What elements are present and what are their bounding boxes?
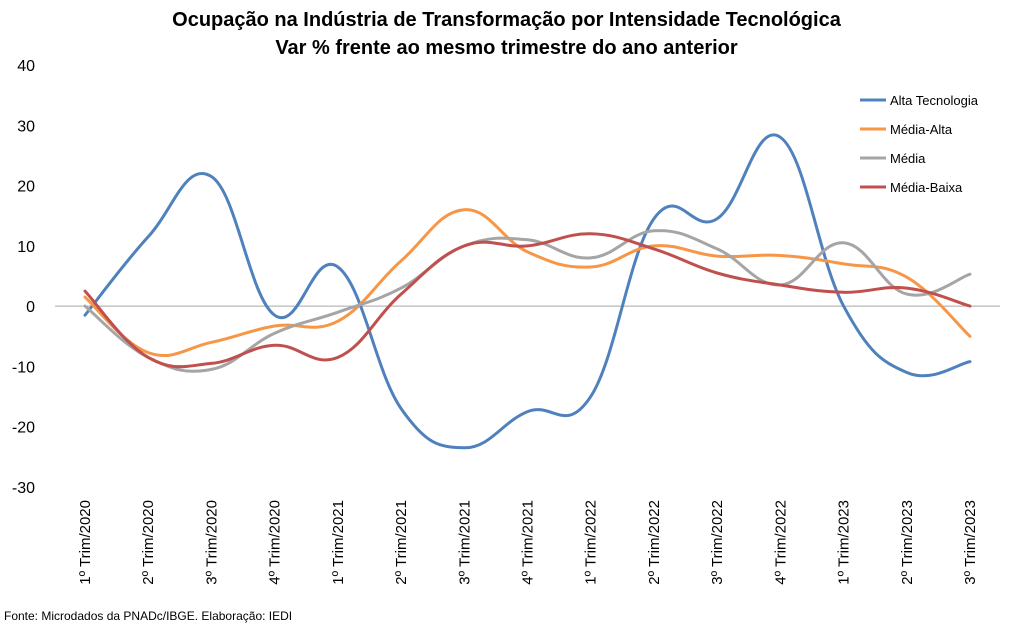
legend-label-media: Média [890, 151, 926, 166]
x-tick-label: 1º Trim/2022 [583, 500, 600, 585]
legend-label-media-baixa: Média-Baixa [890, 180, 963, 195]
x-tick-label: 3º Trim/2020 [203, 500, 220, 585]
x-tick-label: 3º Trim/2023 [962, 500, 979, 585]
legend-label-alta-tecnologia: Alta Tecnologia [890, 93, 979, 108]
x-tick-label: 1º Trim/2021 [330, 500, 347, 585]
x-tick-label: 1º Trim/2023 [836, 500, 853, 585]
series-lines [83, 133, 972, 450]
x-tick-label: 3º Trim/2022 [709, 500, 726, 585]
y-tick-label: -30 [12, 480, 35, 497]
y-tick-label: 30 [17, 118, 35, 135]
y-tick-label: -20 [12, 420, 35, 437]
x-tick-label: 1º Trim/2020 [77, 500, 94, 585]
y-axis: 40 30 20 10 0 -10 -20 -30 [12, 58, 35, 497]
series-line-alta-tecnologia [83, 133, 972, 450]
y-tick-label: -10 [12, 359, 35, 376]
x-tick-label: 2º Trim/2021 [393, 500, 410, 585]
legend-label-media-alta: Média-Alta [890, 122, 953, 137]
chart-subtitle: Var % frente ao mesmo trimestre do ano a… [275, 37, 738, 59]
x-tick-label: 2º Trim/2022 [646, 500, 663, 585]
chart-title: Ocupação na Indústria de Transformação p… [172, 9, 841, 31]
x-tick-label: 2º Trim/2023 [899, 500, 916, 585]
x-tick-label: 4º Trim/2022 [772, 500, 789, 585]
series-line-media [83, 229, 972, 373]
source-note: Fonte: Microdados da PNADc/IBGE. Elabora… [4, 609, 293, 623]
legend: Alta Tecnologia Média-Alta Média Média-Baix… [860, 93, 979, 195]
y-tick-label: 0 [26, 299, 35, 316]
x-axis: 1º Trim/2020 2º Trim/2020 3º Trim/2020 4º T… [77, 500, 979, 585]
x-tick-label: 3º Trim/2021 [456, 500, 473, 585]
x-tick-label: 4º Trim/2020 [267, 500, 284, 585]
series-line-media-alta [83, 208, 972, 358]
y-tick-label: 20 [17, 179, 35, 196]
y-tick-label: 10 [17, 239, 35, 256]
y-tick-label: 40 [17, 58, 35, 75]
series-line-media-baixa [83, 232, 972, 369]
x-tick-label: 2º Trim/2020 [140, 500, 157, 585]
x-tick-label: 4º Trim/2021 [520, 500, 537, 585]
